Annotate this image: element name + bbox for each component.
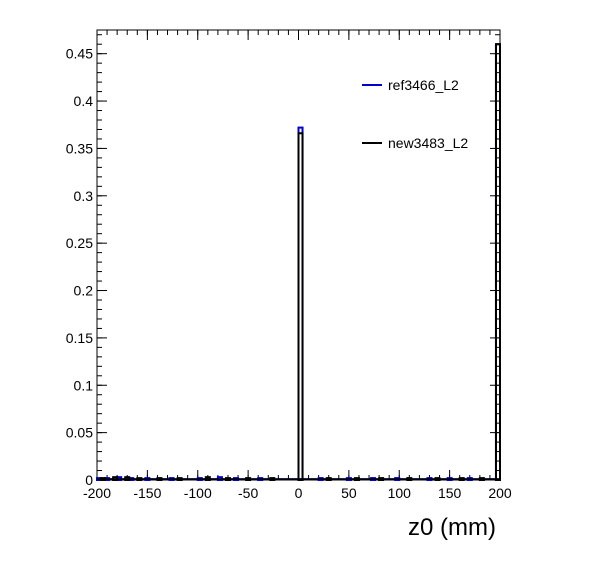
- y-tick-label: 0.25: [66, 235, 93, 251]
- x-axis-title: z0 (mm): [408, 514, 496, 541]
- histogram-bin: [494, 43, 502, 481]
- axis-tick-labels: -200 -150 -100 -50 0 50 100 150 200 0 0.05 0.1 0.15 0…: [66, 46, 512, 501]
- x-tick-label: -150: [133, 485, 161, 501]
- x-tick-label: 100: [388, 485, 412, 501]
- histogram-series-1: [97, 43, 502, 482]
- legend-label-ref3466: ref3466_L2: [388, 77, 459, 93]
- y-tick-label: 0: [85, 472, 93, 488]
- x-tick-label: 0: [295, 485, 303, 501]
- histogram-series: [96, 43, 502, 482]
- y-tick-label: 0.15: [66, 330, 93, 346]
- histogram-bin: [297, 132, 304, 481]
- x-tick-label: 50: [341, 485, 357, 501]
- legend-box: [358, 60, 488, 170]
- y-tick-label: 0.45: [66, 46, 93, 62]
- legend-label-new3483: new3483_L2: [388, 135, 468, 151]
- legend: ref3466_L2 new3483_L2: [358, 60, 488, 170]
- y-tick-label: 0.1: [74, 377, 94, 393]
- x-tick-label: -200: [83, 485, 111, 501]
- y-tick-label: 0.05: [66, 425, 93, 441]
- x-tick-label: 150: [438, 485, 462, 501]
- y-tick-label: 0.35: [66, 140, 93, 156]
- x-tick-label: -100: [184, 485, 212, 501]
- x-tick-label: 200: [488, 485, 512, 501]
- y-tick-label: 0.4: [74, 93, 94, 109]
- y-tick-label: 0.3: [74, 188, 94, 204]
- y-tick-label: 0.2: [74, 283, 94, 299]
- x-tick-label: -50: [238, 485, 258, 501]
